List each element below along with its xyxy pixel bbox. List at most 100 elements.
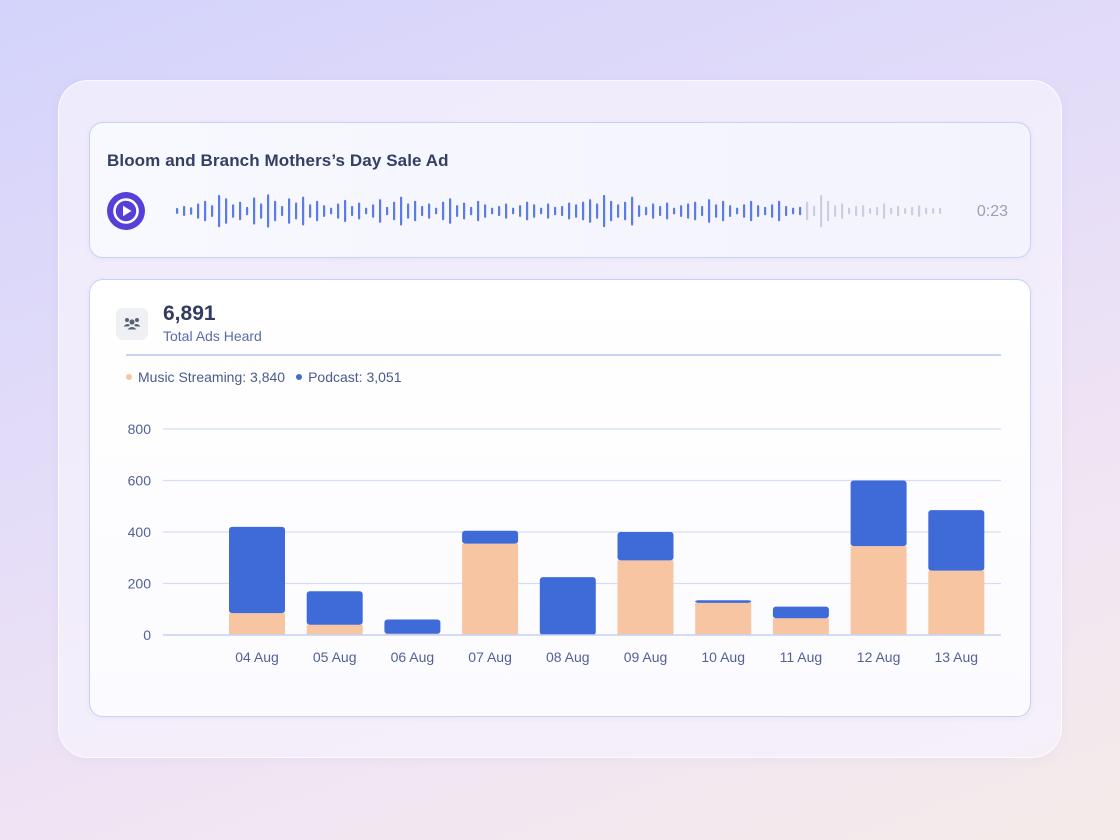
y-tick-label: 600 (128, 473, 152, 489)
waveform-bar (778, 200, 781, 222)
x-tick-label: 10 Aug (701, 649, 745, 665)
waveform-bar (246, 206, 249, 216)
waveform-bar (890, 207, 893, 215)
bar-segment-podcast[interactable] (850, 480, 907, 547)
bar-segment-podcast[interactable] (229, 526, 285, 614)
waveform-bar (736, 207, 739, 215)
waveform-bar (799, 206, 802, 216)
waveform-bar (561, 205, 564, 217)
waveform-bar (883, 203, 886, 219)
waveform-bar (365, 207, 368, 215)
waveform-bar (351, 205, 354, 217)
waveform-bar (813, 205, 816, 217)
legend-label-music: Music Streaming: 3,840 (138, 369, 286, 385)
waveform-bar (568, 202, 571, 220)
waveform-bar (379, 199, 382, 223)
waveform-bar (862, 205, 865, 217)
x-tick-label: 09 Aug (624, 649, 668, 665)
waveform-bar (337, 203, 340, 219)
waveform-bar (680, 205, 683, 217)
waveform-bar (533, 204, 536, 218)
waveform-bar (281, 205, 284, 217)
waveform-bar (834, 205, 837, 217)
bar-segment-music[interactable] (928, 570, 985, 635)
duration-label: 0:23 (976, 203, 1008, 220)
people-icon (123, 318, 141, 330)
waveform-bar (435, 207, 438, 215)
x-tick-label: 08 Aug (546, 649, 590, 665)
legend-label-podcast: Podcast: 3,051 (308, 369, 402, 385)
y-tick-label: 0 (143, 627, 151, 643)
legend-item-music[interactable]: Music Streaming: 3,840 (126, 369, 285, 385)
waveform-bar (456, 205, 459, 217)
x-tick-label: 04 Aug (235, 649, 279, 665)
waveform-bar (841, 203, 844, 219)
bar-segment-podcast[interactable] (384, 619, 441, 634)
waveform-bar (624, 201, 627, 221)
waveform-bar (393, 201, 396, 221)
total-ads-label: Total Ads Heard (163, 328, 262, 344)
audience-icon-box (116, 308, 148, 340)
waveform-bar (176, 207, 179, 214)
play-button[interactable] (107, 192, 145, 230)
waveform-bar (750, 200, 753, 222)
waveform-bar (239, 201, 242, 221)
bar-segment-podcast[interactable] (462, 530, 519, 544)
waveform-bar (484, 204, 487, 218)
bar-segment-music[interactable] (229, 613, 285, 635)
waveform-bar (232, 204, 235, 218)
waveform-bar (715, 204, 718, 218)
audio-waveform[interactable] (174, 183, 944, 239)
waveform-bar (785, 205, 788, 217)
waveform-bar (400, 196, 403, 226)
x-tick-label: 05 Aug (313, 649, 357, 665)
waveform-bar (470, 206, 473, 216)
waveform-bar (211, 205, 214, 217)
waveform-bar (260, 203, 263, 219)
bar-segment-podcast[interactable] (306, 591, 363, 625)
waveform-bar (792, 207, 795, 215)
waveform-bar (505, 203, 508, 219)
waveform-bar (295, 202, 298, 220)
bar-segment-music[interactable] (850, 546, 907, 635)
waveform-bar (386, 206, 389, 216)
waveform-bar (771, 204, 774, 218)
waveform-bar (190, 207, 193, 215)
y-tick-label: 200 (128, 576, 152, 592)
waveform-bar (358, 202, 361, 220)
waveform-bar (827, 200, 830, 222)
bar-segment-podcast[interactable] (539, 577, 596, 635)
waveform-bar (687, 203, 690, 219)
bar-segment-music[interactable] (617, 560, 674, 635)
waveform-bar (596, 203, 599, 219)
legend-item-podcast[interactable]: Podcast: 3,051 (296, 369, 401, 385)
waveform-bar (911, 206, 914, 216)
waveform-bar (666, 202, 669, 220)
waveform-bar (743, 204, 746, 218)
waveform-bar (428, 203, 431, 219)
bar-segment-podcast[interactable] (695, 600, 752, 603)
waveform-bar (589, 199, 592, 223)
waveform-bar (253, 197, 256, 225)
bar-segment-podcast[interactable] (928, 510, 985, 571)
bar-segment-podcast[interactable] (617, 532, 674, 561)
waveform-bar (463, 202, 466, 220)
waveform-bar (526, 201, 529, 221)
waveform-bar (491, 207, 494, 215)
legend-dot-music (126, 374, 132, 380)
ads-heard-card: 6,891 Total Ads Heard Music Streaming: 3… (89, 279, 1031, 717)
bar-segment-music[interactable] (695, 602, 752, 635)
waveform-bar (330, 207, 333, 215)
waveform-bar (694, 201, 697, 221)
waveform-bar (631, 196, 634, 226)
waveform-bar (897, 205, 900, 217)
bar-segment-podcast[interactable] (772, 606, 829, 619)
bar-segment-music[interactable] (772, 618, 829, 635)
bar-segment-music[interactable] (462, 543, 519, 635)
x-tick-label: 13 Aug (934, 649, 978, 665)
waveform-bar (701, 205, 704, 217)
legend-dot-podcast (296, 374, 303, 380)
bar-segment-music[interactable] (306, 624, 363, 635)
waveform-bar (904, 208, 907, 214)
ad-audio-card: Bloom and Branch Mothers’s Day Sale Ad 0… (89, 122, 1031, 258)
